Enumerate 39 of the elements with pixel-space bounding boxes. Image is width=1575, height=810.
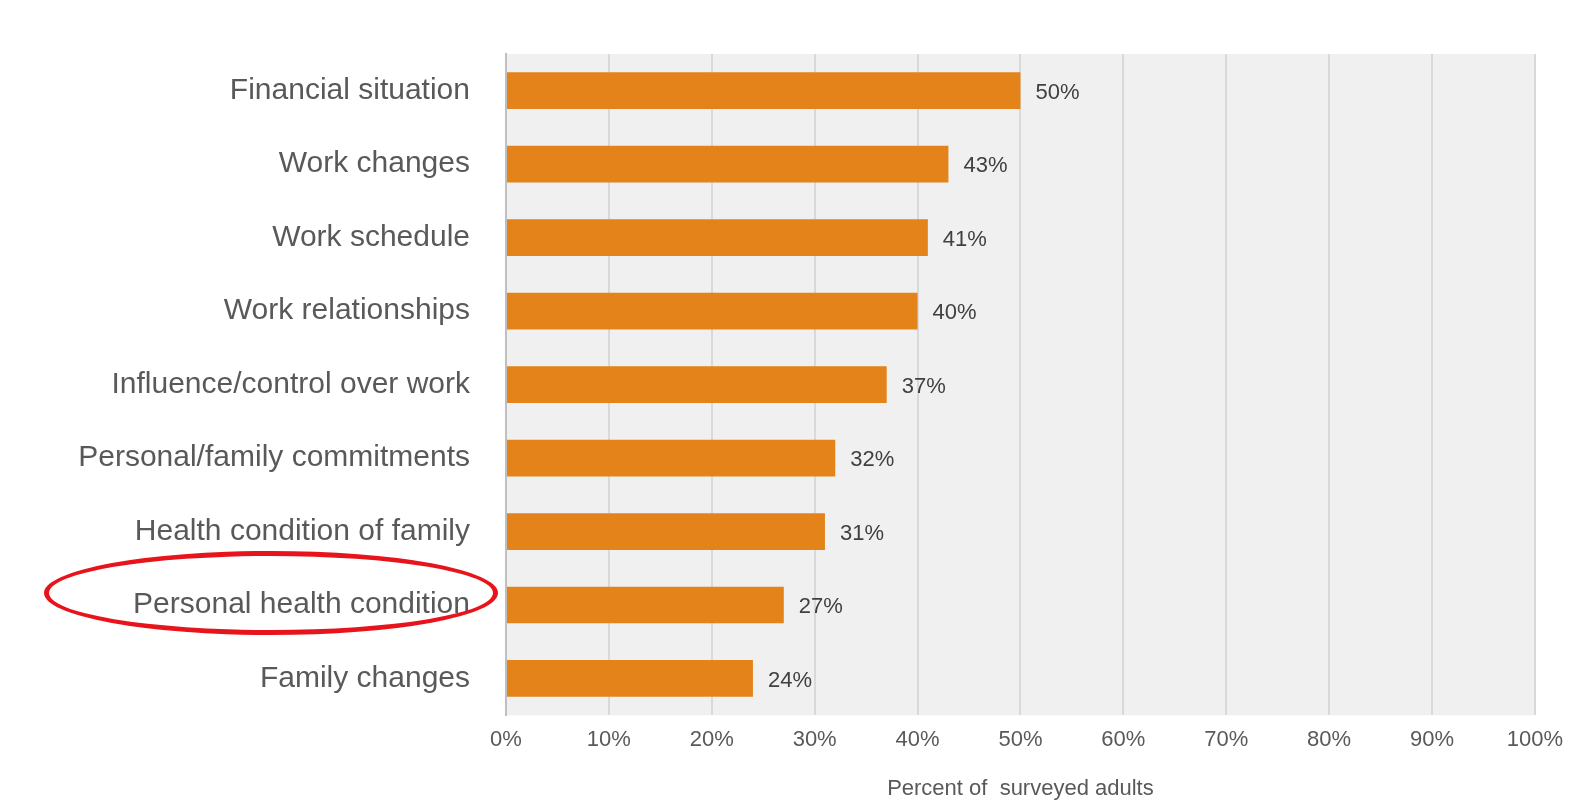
data-label: 27%: [798, 593, 843, 619]
x-tick-label: 30%: [792, 726, 837, 752]
y-tick-label: Health condition of family: [134, 512, 470, 546]
x-tick-label: 10%: [586, 726, 631, 752]
x-tick-label: 90%: [1409, 726, 1454, 752]
x-tick-label: 0%: [490, 726, 522, 752]
y-tick-label: Personal health condition: [133, 586, 470, 620]
data-label: 50%: [1035, 78, 1080, 104]
bar: [507, 439, 836, 477]
x-axis-title: Percent of surveyed adults: [887, 774, 1154, 800]
bar: [507, 586, 784, 624]
x-tick-label: 50%: [998, 726, 1043, 752]
y-tick-label: Personal/family commitments: [78, 439, 470, 473]
data-label: 24%: [767, 666, 812, 692]
bar: [507, 292, 918, 330]
bar: [507, 219, 928, 257]
x-tick-label: 70%: [1204, 726, 1249, 752]
data-label: 32%: [850, 446, 895, 472]
bar: [507, 513, 825, 550]
y-tick-label: Family changes: [259, 659, 470, 693]
y-tick-label: Work schedule: [272, 218, 470, 252]
data-label: 41%: [942, 225, 987, 251]
data-label: 40%: [932, 299, 977, 325]
y-tick-label: Influence/control over work: [111, 365, 471, 399]
data-label: 31%: [839, 519, 884, 545]
y-tick-label: Work changes: [278, 145, 470, 179]
data-label: 43%: [963, 152, 1008, 178]
bar: [507, 660, 753, 697]
y-tick-label: Work relationships: [223, 292, 470, 326]
bar: [507, 366, 887, 403]
bar: [507, 72, 1021, 110]
x-tick-label: 60%: [1101, 726, 1146, 752]
x-tick-label: 100%: [1506, 726, 1564, 752]
y-tick-label: Financial situation: [229, 72, 470, 105]
x-tick-label: 80%: [1307, 726, 1352, 752]
bar: [507, 145, 949, 183]
data-label: 37%: [901, 372, 946, 398]
x-tick-label: 40%: [895, 726, 940, 752]
x-tick-label: 20%: [689, 726, 734, 752]
